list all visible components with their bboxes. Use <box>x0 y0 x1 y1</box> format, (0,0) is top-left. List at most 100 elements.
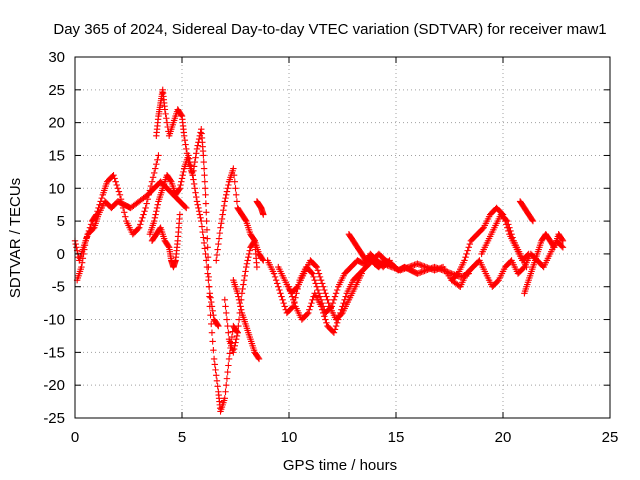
data-point <box>145 191 153 199</box>
data-point <box>208 320 215 328</box>
data-point <box>114 185 121 192</box>
x-axis-title: GPS time / hours <box>283 457 397 474</box>
data-point <box>313 283 321 290</box>
data-point <box>92 212 99 219</box>
data-point <box>156 225 164 232</box>
data-point <box>314 286 322 294</box>
data-point <box>312 280 319 287</box>
data-point <box>313 263 321 271</box>
data-point <box>276 286 283 294</box>
data-point <box>466 240 474 248</box>
chart-title: Day 365 of 2024, Sidereal Day-to-day VTE… <box>53 21 606 38</box>
data-point <box>178 111 185 119</box>
data-point <box>211 361 219 368</box>
y-tick-label: 5 <box>57 213 65 230</box>
data-point <box>195 208 203 215</box>
data-point <box>321 286 328 294</box>
data-point <box>306 306 313 313</box>
data-point <box>204 253 212 261</box>
data-point <box>333 319 341 327</box>
data-point <box>231 342 238 349</box>
data-point <box>221 296 228 304</box>
data-point <box>316 293 324 300</box>
data-point <box>119 204 127 212</box>
data-point <box>289 304 296 311</box>
data-point <box>182 141 189 148</box>
data-point <box>336 313 343 320</box>
data-point <box>188 165 195 172</box>
data-point <box>208 303 216 310</box>
data-point <box>342 293 349 300</box>
data-point <box>274 280 281 287</box>
data-point <box>152 211 159 218</box>
data-point <box>195 204 202 212</box>
data-point <box>175 186 183 193</box>
x-tick-label: 5 <box>178 429 186 446</box>
data-point <box>223 191 230 199</box>
data-point <box>178 178 185 185</box>
data-point <box>203 263 211 271</box>
data-point <box>479 225 486 232</box>
data-point <box>94 208 101 215</box>
data-point <box>183 145 190 153</box>
data-point <box>225 362 232 369</box>
data-point <box>464 247 471 254</box>
data-point <box>309 270 316 277</box>
data-point <box>84 231 92 238</box>
data-point <box>182 203 189 211</box>
data-point <box>193 193 200 201</box>
data-point <box>341 296 348 304</box>
data-point <box>198 217 205 225</box>
y-tick-label: 0 <box>57 246 65 263</box>
data-point <box>111 175 118 182</box>
data-point <box>209 338 216 345</box>
data-point <box>221 395 228 402</box>
x-tick-label: 15 <box>388 429 405 446</box>
data-point <box>200 239 208 247</box>
data-point <box>85 227 93 235</box>
data-point <box>200 165 208 172</box>
data-point <box>255 355 263 363</box>
data-point <box>318 280 326 287</box>
data-point <box>285 283 293 290</box>
data-point <box>508 231 515 238</box>
data-point <box>81 246 88 253</box>
data-point <box>270 270 278 277</box>
data-point <box>279 296 286 304</box>
data-point <box>275 283 282 290</box>
data-point <box>520 264 527 272</box>
y-tick-label: 10 <box>48 180 65 197</box>
data-point <box>230 171 238 179</box>
data-point <box>322 290 329 297</box>
data-point <box>154 156 161 164</box>
data-point <box>203 209 210 216</box>
data-point <box>244 257 251 264</box>
data-point <box>529 217 537 225</box>
data-point <box>272 276 280 284</box>
data-point <box>291 299 298 307</box>
data-point <box>321 313 328 320</box>
data-point <box>210 355 218 363</box>
data-point <box>167 177 174 184</box>
data-point <box>150 169 158 177</box>
data-point <box>259 256 266 263</box>
data-point <box>205 276 212 284</box>
y-tick-label: 15 <box>48 147 65 164</box>
data-point <box>179 171 186 179</box>
data-point <box>112 178 119 185</box>
data-point <box>223 381 230 389</box>
data-point <box>149 174 157 181</box>
data-point <box>140 211 147 218</box>
data-point <box>289 293 296 300</box>
data-point <box>559 236 566 243</box>
data-point <box>305 309 312 317</box>
data-point <box>214 321 221 329</box>
data-point <box>155 152 162 159</box>
y-tick-label: 30 <box>48 49 65 66</box>
data-point <box>324 296 331 304</box>
data-point <box>98 194 105 202</box>
data-point <box>146 187 154 194</box>
data-point <box>212 366 219 374</box>
data-point <box>191 185 199 192</box>
